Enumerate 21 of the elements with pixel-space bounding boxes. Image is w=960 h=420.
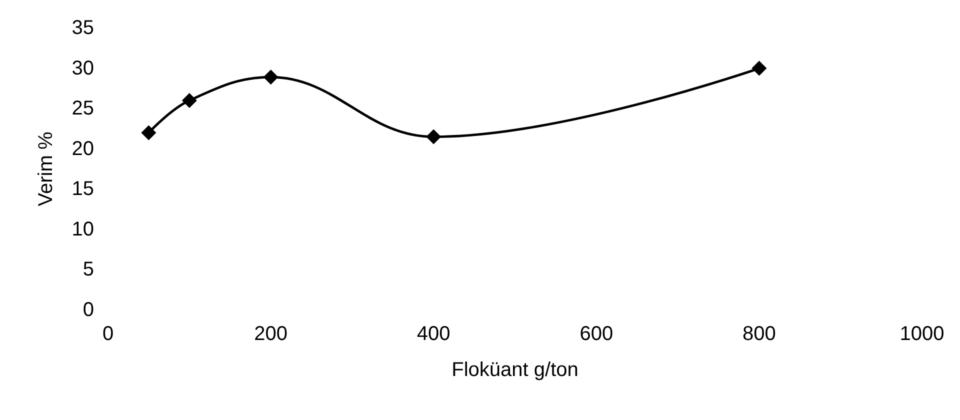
- x-tick-label: 0: [102, 323, 114, 345]
- y-tick-label: 5: [82, 258, 94, 281]
- y-axis-title: Verim %: [35, 132, 57, 206]
- y-tick-label: 20: [72, 138, 94, 160]
- x-tick-label: 1000: [900, 323, 944, 345]
- x-tick-label: 400: [416, 323, 450, 345]
- y-tick-label: 10: [72, 218, 94, 240]
- x-tick-label: 600: [580, 323, 614, 345]
- point: [182, 93, 197, 108]
- x-axis-title: Floküant g/ton: [452, 359, 578, 381]
- point: [141, 125, 156, 140]
- y-tick-label: 30: [72, 57, 94, 80]
- y-tick-label: 0: [82, 299, 94, 321]
- point: [263, 70, 278, 85]
- x-tick-label: 800: [742, 323, 776, 345]
- y-tick-label: 35: [72, 17, 94, 39]
- x-tick-label: 200: [254, 323, 288, 345]
- y-tick-label: 25: [72, 98, 94, 120]
- point: [752, 60, 767, 76]
- point: [426, 129, 442, 144]
- y-tick-label: 15: [72, 178, 94, 200]
